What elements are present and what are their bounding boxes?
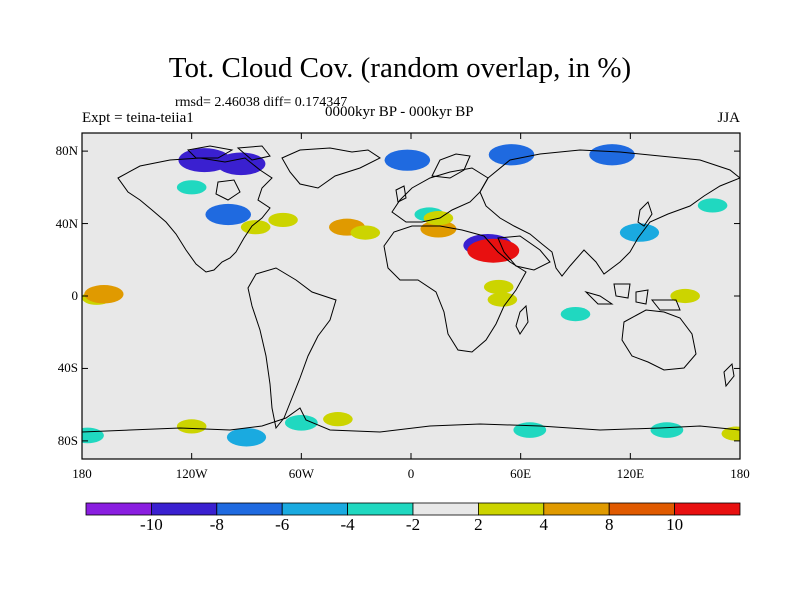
coast-japan: [637, 201, 653, 227]
anomaly-cell: [176, 180, 207, 195]
anomaly-cell: [670, 288, 700, 304]
anomaly-cell: [560, 307, 591, 322]
colorbar-swatch: [216, 502, 283, 516]
coast-south-america: [247, 267, 337, 430]
period-label: 0000kyr BP - 000kyr BP: [325, 104, 474, 120]
colorbar-swatch: [608, 502, 676, 516]
anomaly-cell: [323, 412, 353, 427]
x-tick-label: 180: [730, 466, 750, 481]
colorbar-swatch: [150, 502, 218, 516]
anomaly-cell: [650, 422, 684, 438]
x-tick-label: 60E: [510, 466, 532, 481]
anomaly-cell: [268, 212, 298, 228]
colorbar-swatch: [85, 502, 152, 516]
anomaly-cell: [226, 428, 267, 447]
experiment-label: Expt = teina-teiia1: [82, 110, 194, 126]
anomaly-cell: [697, 198, 728, 213]
colorbar-label: -8: [209, 515, 224, 534]
colorbar-label: 10: [666, 515, 684, 534]
anomaly-cell: [487, 292, 518, 307]
coast-africa: [383, 225, 527, 353]
anomaly-cell: [619, 223, 660, 242]
coast-new-zealand: [723, 362, 735, 388]
coast-madagascar: [515, 304, 529, 335]
coast-hudson-bay: [215, 179, 241, 201]
coast-north-america: [117, 157, 273, 273]
anomaly-cell: [483, 279, 514, 295]
season-label: JJA: [717, 110, 740, 126]
anomaly-cell: [721, 426, 740, 441]
colorbar-swatch: [674, 502, 741, 516]
map-background: [82, 133, 740, 459]
colorbar-swatch: [543, 502, 610, 516]
y-tick-label: 80N: [55, 143, 78, 159]
colorbar-label: 4: [539, 515, 549, 534]
anomaly-cell: [589, 144, 635, 166]
anomaly-cell: [420, 220, 457, 238]
colorbar-swatch: [281, 502, 349, 516]
anomaly-cell: [350, 225, 381, 240]
coast-indonesia: [584, 283, 681, 311]
anomaly-cell: [240, 220, 271, 235]
anomaly-cell: [384, 149, 431, 171]
x-tick-label: 60W: [288, 466, 314, 481]
colorbar-swatch: [477, 502, 545, 516]
x-tick-label: 0: [407, 466, 415, 481]
anomaly-cell: [205, 203, 252, 226]
coast-asia: [479, 149, 740, 277]
coast-arctic-islands: [186, 145, 271, 161]
axis-ticks: [81, 133, 741, 459]
coast-greenland: [281, 147, 381, 189]
anomaly-cell: [467, 238, 520, 263]
colorbar-swatch: [347, 502, 414, 516]
anomaly-cell: [176, 419, 207, 434]
colorbar-label: -2: [405, 515, 421, 534]
coastlines: [82, 145, 740, 433]
colorbar-label: -10: [140, 515, 163, 534]
y-tick-label: 0: [71, 288, 79, 303]
colorbar-label: 8: [604, 515, 614, 534]
anomaly-cell: [216, 152, 266, 176]
coast-arabia: [497, 235, 551, 271]
chart-title: Tot. Cloud Cov. (random overlap, in %): [168, 52, 632, 84]
colorbar-label: 2: [474, 515, 483, 534]
y-tick-label: 80S: [57, 432, 78, 448]
anomaly-cell: [284, 414, 318, 431]
coast-british-isles: [395, 185, 407, 203]
coast-australia: [621, 309, 697, 371]
colorbar-swatch: [412, 502, 479, 516]
anomaly-layer: [82, 144, 740, 447]
coast-antarctica: [82, 407, 740, 433]
x-tick-label: 120E: [616, 466, 645, 481]
anomaly-cell: [488, 144, 535, 166]
x-tick-label: 180: [72, 466, 92, 481]
colorbar-label: -4: [340, 515, 355, 534]
x-tick-label: 120W: [175, 466, 208, 481]
y-tick-label: 40N: [55, 215, 78, 231]
colorbar-label: -6: [275, 515, 290, 534]
y-tick-label: 40S: [57, 360, 78, 376]
stats-label: rmsd= 2.46038 diff= 0.174347: [175, 95, 348, 110]
anomaly-cell: [513, 422, 547, 438]
colorbar: [85, 502, 741, 516]
anomaly-cell: [84, 284, 124, 304]
coast-scandinavia: [431, 153, 471, 179]
